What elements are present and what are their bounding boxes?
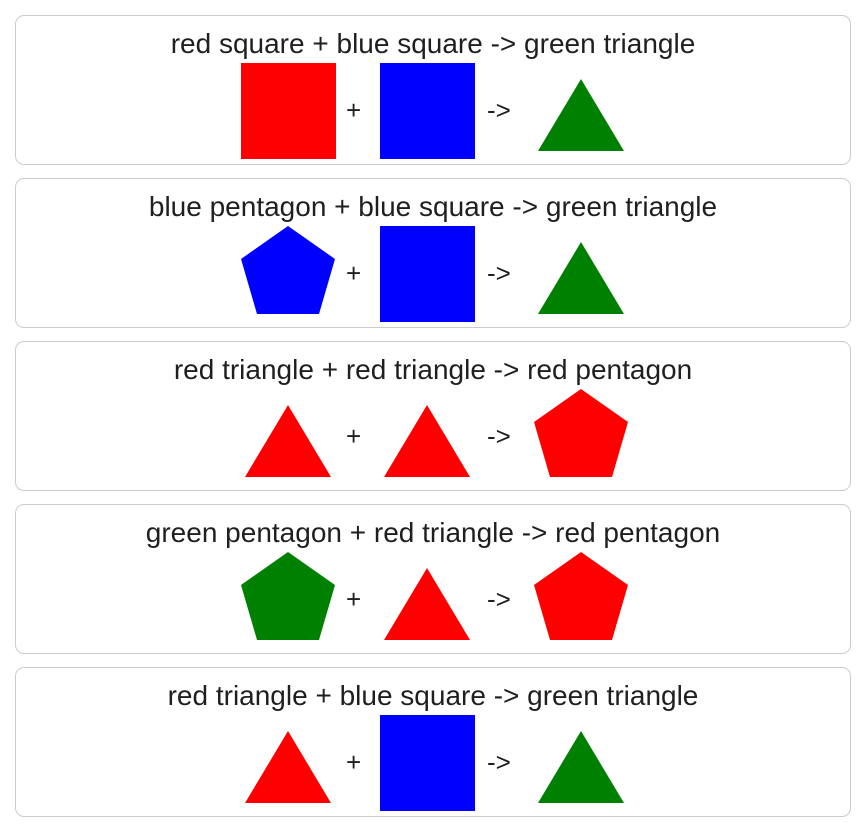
- input-shape-1: [238, 715, 338, 811]
- triangle-mark: [384, 568, 470, 640]
- pentagon-mark: [241, 226, 335, 314]
- input-shape-2: [377, 226, 477, 322]
- plus-operator: +: [346, 258, 362, 288]
- output-shape: [531, 389, 631, 485]
- rule-label: red triangle + red triangle -> red penta…: [173, 354, 693, 385]
- input-shape-1: [238, 63, 338, 159]
- input-shape-1: [238, 389, 338, 485]
- input-shape-2: [377, 63, 477, 159]
- red-triangle: [245, 405, 331, 477]
- green-pentagon: [241, 552, 335, 640]
- rule-shapes: + ->: [16, 63, 850, 159]
- rule-label: red triangle + blue square -> green tria…: [167, 680, 699, 711]
- rule-shapes: + ->: [16, 226, 850, 322]
- input-shape-1: [238, 552, 338, 648]
- plus-operator: +: [346, 421, 362, 451]
- red-triangle: [384, 568, 470, 640]
- rule-card: red triangle + red triangle -> red penta…: [15, 341, 851, 491]
- rule-label: blue pentagon + blue square -> green tri…: [148, 191, 718, 222]
- pentagon-mark: [534, 552, 628, 640]
- triangle-mark: [538, 731, 624, 803]
- pentagon-mark: [534, 389, 628, 477]
- green-triangle: [538, 242, 624, 314]
- red-pentagon: [534, 389, 628, 477]
- input-shape-2: [377, 389, 477, 485]
- red-square: [241, 63, 336, 159]
- green-triangle: [538, 79, 624, 151]
- input-shape-2: [377, 552, 477, 648]
- blue-pentagon: [241, 226, 335, 314]
- output-shape: [531, 226, 631, 322]
- arrow-operator: ->: [487, 95, 511, 125]
- plus-operator: +: [346, 95, 362, 125]
- rule-card: red triangle + blue square -> green tria…: [15, 667, 851, 817]
- rule-card: green pentagon + red triangle -> red pen…: [15, 504, 851, 654]
- square-mark: [380, 226, 475, 322]
- plus-operator: +: [346, 584, 362, 614]
- triangle-mark: [538, 79, 624, 151]
- triangle-mark: [384, 405, 470, 477]
- rule-card: red square + blue square -> green triang…: [15, 15, 851, 165]
- blue-square: [380, 715, 475, 811]
- arrow-operator: ->: [487, 258, 511, 288]
- plus-operator: +: [346, 747, 362, 777]
- triangle-mark: [538, 242, 624, 314]
- input-shape-2: [377, 715, 477, 811]
- rule-shapes: + ->: [16, 389, 850, 485]
- arrow-operator: ->: [487, 421, 511, 451]
- triangle-mark: [245, 731, 331, 803]
- rule-label: red square + blue square -> green triang…: [170, 28, 696, 59]
- rule-label: green pentagon + red triangle -> red pen…: [145, 517, 721, 548]
- red-triangle: [384, 405, 470, 477]
- rule-shapes: + ->: [16, 715, 850, 811]
- red-triangle: [245, 731, 331, 803]
- blue-square: [380, 63, 475, 159]
- square-mark: [380, 715, 475, 811]
- green-triangle: [538, 731, 624, 803]
- rule-card: blue pentagon + blue square -> green tri…: [15, 178, 851, 328]
- arrow-operator: ->: [487, 584, 511, 614]
- rule-shapes: + ->: [16, 552, 850, 648]
- pentagon-mark: [241, 552, 335, 640]
- arrow-operator: ->: [487, 747, 511, 777]
- input-shape-1: [238, 226, 338, 322]
- triangle-mark: [245, 405, 331, 477]
- blue-square: [380, 226, 475, 322]
- output-shape: [531, 552, 631, 648]
- square-mark: [380, 63, 475, 159]
- output-shape: [531, 715, 631, 811]
- red-pentagon: [534, 552, 628, 640]
- output-shape: [531, 63, 631, 159]
- square-mark: [241, 63, 336, 159]
